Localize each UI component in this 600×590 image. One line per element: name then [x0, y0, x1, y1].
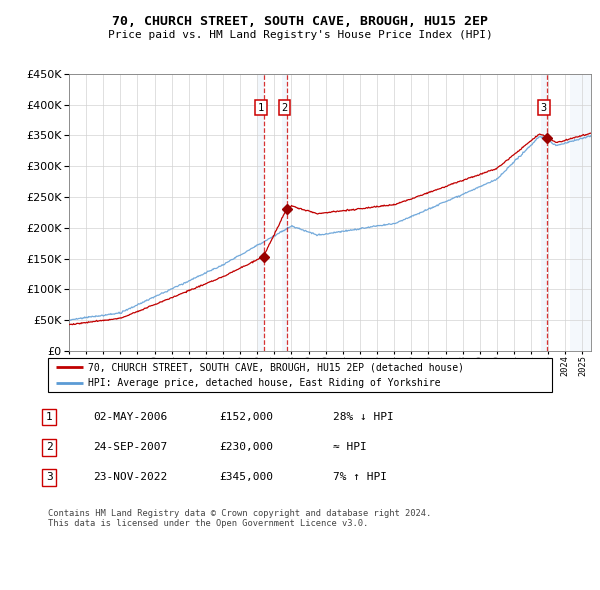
Text: 70, CHURCH STREET, SOUTH CAVE, BROUGH, HU15 2EP: 70, CHURCH STREET, SOUTH CAVE, BROUGH, H…	[112, 15, 488, 28]
Text: 23-NOV-2022: 23-NOV-2022	[93, 473, 167, 482]
Bar	[259, 74, 265, 351]
FancyBboxPatch shape	[48, 358, 552, 392]
Text: HPI: Average price, detached house, East Riding of Yorkshire: HPI: Average price, detached house, East…	[88, 378, 441, 388]
Bar	[571, 74, 591, 351]
Text: 2: 2	[281, 103, 287, 113]
Bar	[541, 74, 547, 351]
Text: £152,000: £152,000	[219, 412, 273, 422]
Text: Contains HM Land Registry data © Crown copyright and database right 2024.
This d: Contains HM Land Registry data © Crown c…	[48, 509, 431, 528]
Text: 24-SEP-2007: 24-SEP-2007	[93, 442, 167, 452]
Text: 3: 3	[541, 103, 547, 113]
Text: 1: 1	[258, 103, 264, 113]
Text: 70, CHURCH STREET, SOUTH CAVE, BROUGH, HU15 2EP (detached house): 70, CHURCH STREET, SOUTH CAVE, BROUGH, H…	[88, 362, 464, 372]
Text: Price paid vs. HM Land Registry's House Price Index (HPI): Price paid vs. HM Land Registry's House …	[107, 30, 493, 40]
Text: 02-MAY-2006: 02-MAY-2006	[93, 412, 167, 422]
Text: £345,000: £345,000	[219, 473, 273, 482]
Text: 7% ↑ HPI: 7% ↑ HPI	[333, 473, 387, 482]
Bar	[282, 74, 288, 351]
Text: 3: 3	[46, 473, 53, 482]
Text: 1: 1	[46, 412, 53, 422]
Text: £230,000: £230,000	[219, 442, 273, 452]
Text: 2: 2	[46, 442, 53, 452]
Text: ≈ HPI: ≈ HPI	[333, 442, 367, 452]
Text: 28% ↓ HPI: 28% ↓ HPI	[333, 412, 394, 422]
